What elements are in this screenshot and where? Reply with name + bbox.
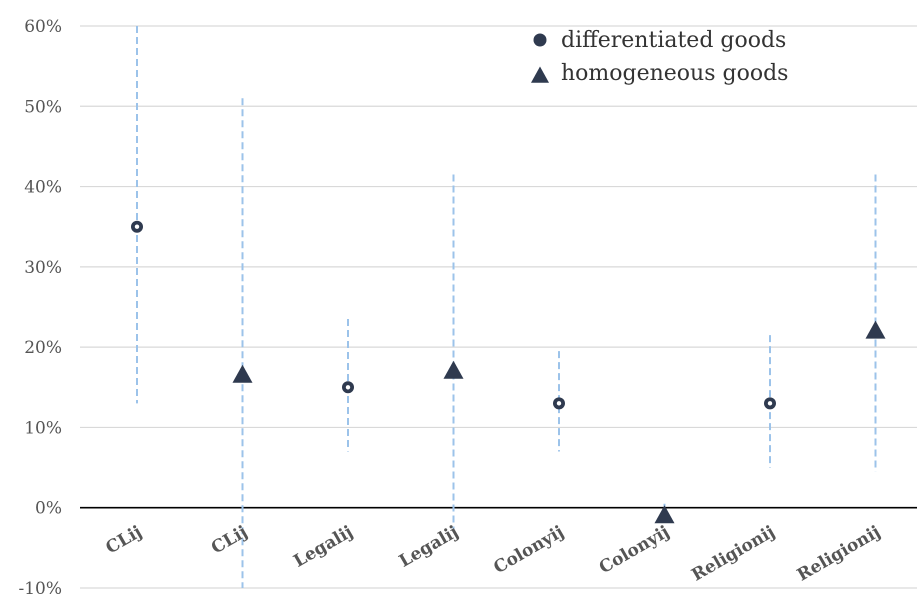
data-point-circle-center [345, 385, 351, 390]
y-tick-label: -10% [18, 579, 62, 599]
y-tick-label: 50% [24, 97, 62, 117]
x-tick-label: Legalij [290, 522, 356, 572]
x-tick-label: Religionij [688, 522, 778, 586]
data-point-triangle [443, 360, 464, 379]
y-tick-label: 0% [35, 499, 62, 519]
confidence-intervals [136, 26, 877, 588]
data-point-circle-center [556, 401, 562, 406]
x-tick-label: Colonyij [596, 522, 673, 578]
data-point-triangle [654, 505, 675, 524]
y-tick-label: 30% [24, 258, 62, 278]
x-tick-label: Colonyij [490, 522, 567, 578]
y-tick-label: 60% [24, 17, 62, 37]
x-tick-label: Legalij [396, 522, 462, 572]
data-point-circle-center [767, 401, 773, 406]
x-tick-label: Religionij [794, 522, 884, 586]
legend: differentiated goods homogeneous goods [531, 28, 788, 86]
y-tick-label: 20% [24, 338, 62, 358]
x-tick-label: CLij [208, 522, 251, 558]
y-axis-ticks: 60% 50% 40% 30% 20% 10% 0% -10% [18, 17, 62, 599]
y-tick-label: 40% [24, 178, 62, 198]
legend-triangle-marker [531, 66, 549, 83]
gridlines [80, 25, 917, 589]
legend-circle-marker [533, 33, 547, 47]
x-tick-label: CLij [103, 522, 146, 558]
y-tick-label: 10% [24, 418, 62, 438]
legend-label-homogeneous: homogeneous goods [561, 61, 788, 86]
data-point-circle-center [134, 224, 140, 229]
x-axis-ticks: CLij CLij Legalij Legalij Colonyij Colonyij Re… [103, 522, 884, 586]
data-points [131, 220, 886, 524]
data-point-triangle [865, 320, 886, 339]
legend-label-differentiated: differentiated goods [561, 28, 786, 53]
data-point-triangle [232, 364, 253, 383]
